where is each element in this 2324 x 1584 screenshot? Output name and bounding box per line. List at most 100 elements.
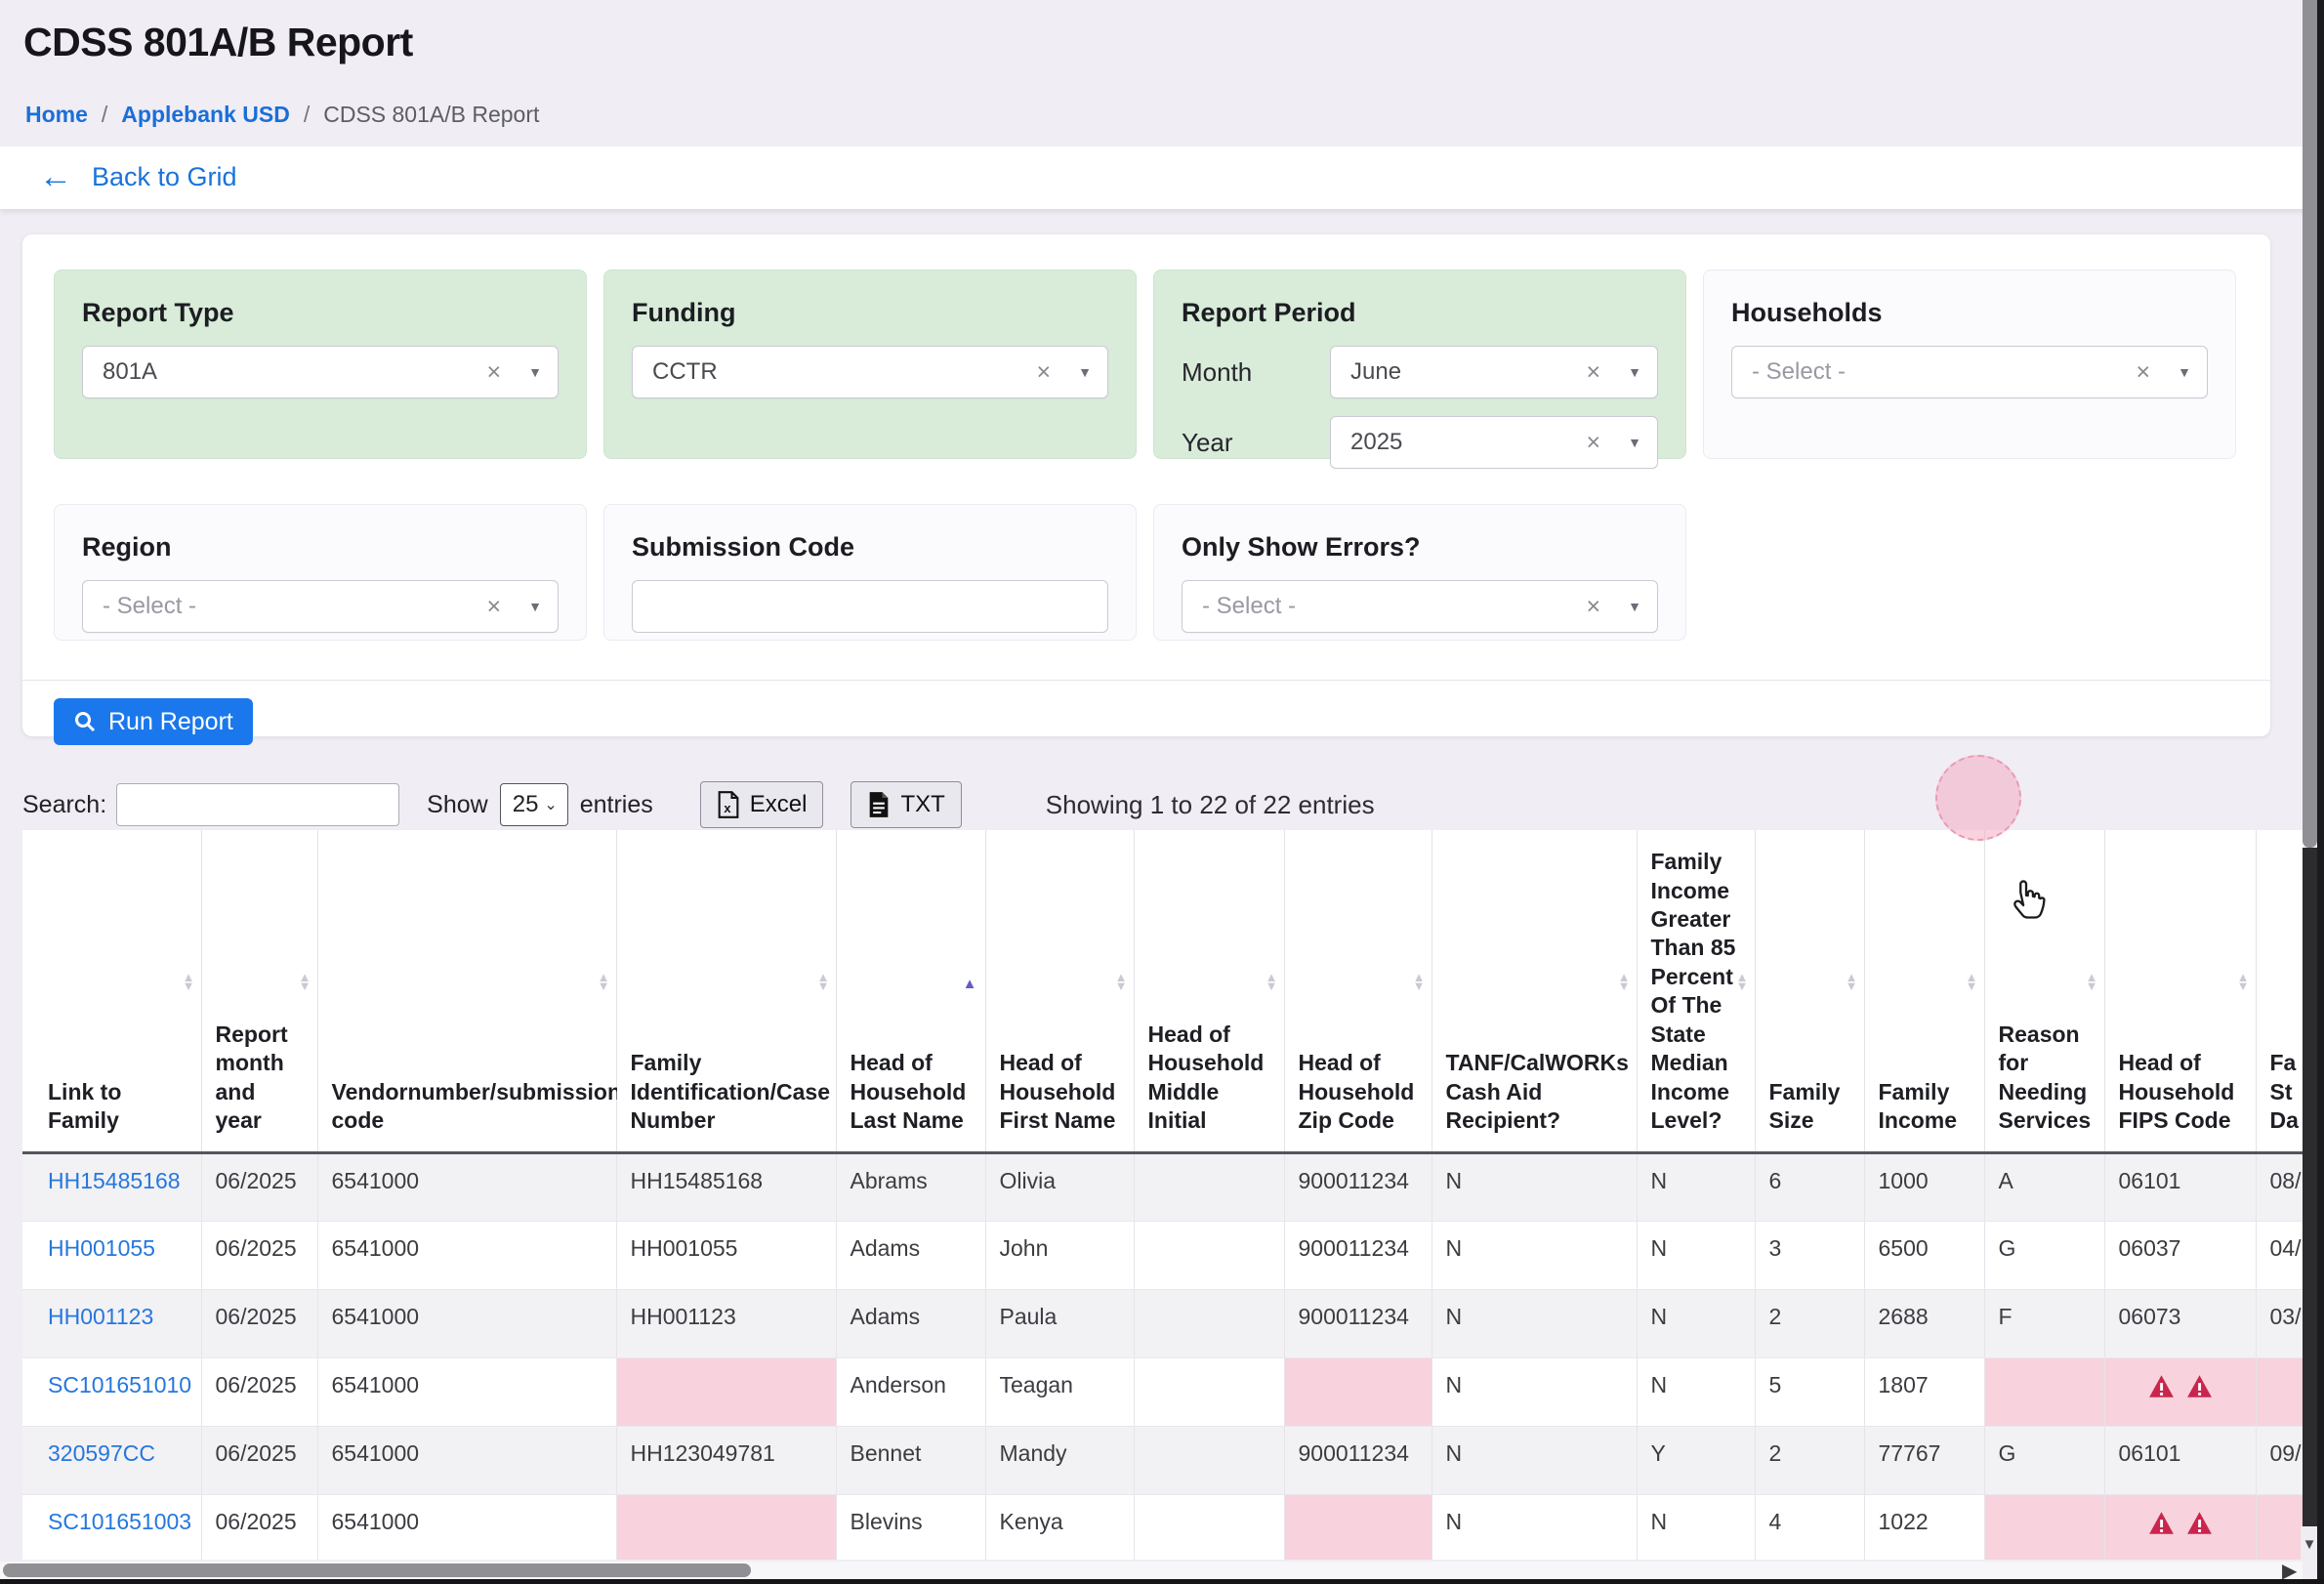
chevron-down-icon[interactable]: ▼ xyxy=(1078,364,1092,380)
sort-icons[interactable]: ▲ ▼ xyxy=(2236,970,2250,994)
sort-icons[interactable]: ▲ ▼ xyxy=(816,970,830,994)
cell-hoh-middle-initial xyxy=(1134,1357,1285,1427)
column-header-hoh-middle-initial[interactable]: Head of Household Middle Initial ▲ ▼ xyxy=(1134,830,1285,1154)
column-label: Head of Household Last Name xyxy=(850,1050,967,1134)
chevron-down-icon[interactable]: ▼ xyxy=(1628,435,1641,450)
sort-ascending-icon[interactable]: ▲ xyxy=(962,976,977,992)
clear-icon[interactable]: × xyxy=(1586,592,1601,620)
column-header-hoh-last-name[interactable]: Head of Household Last Name ▲ xyxy=(836,830,986,1154)
cell-report-month-year: 06/2025 xyxy=(201,1426,318,1495)
clear-icon[interactable]: × xyxy=(2136,357,2151,386)
column-header-family-start-date-truncated[interactable]: Fa St Da xyxy=(2256,830,2304,1154)
sort-icons[interactable]: ▲ ▼ xyxy=(1965,970,1978,994)
export-excel-button[interactable]: x Excel xyxy=(699,781,824,828)
run-report-button[interactable]: Run Report xyxy=(54,698,253,745)
clear-icon[interactable]: × xyxy=(486,357,502,386)
horizontal-scrollbar-thumb[interactable] xyxy=(3,1563,751,1577)
year-value: 2025 xyxy=(1350,429,1403,455)
chevron-down-icon[interactable]: ▼ xyxy=(1628,599,1641,614)
column-header-hoh-zip-code[interactable]: Head of Household Zip Code ▲ ▼ xyxy=(1284,830,1432,1154)
year-select[interactable]: 2025 × ▼ xyxy=(1330,416,1658,469)
funding-select[interactable]: CCTR × ▼ xyxy=(632,346,1108,398)
sort-icons[interactable]: ▲ ▼ xyxy=(298,970,311,994)
only-show-errors-card: Only Show Errors? - Select - × ▼ xyxy=(1153,504,1686,641)
sort-icons[interactable]: ▲ ▼ xyxy=(1412,970,1426,994)
family-link[interactable]: 320597CC xyxy=(48,1439,155,1466)
only-show-errors-select[interactable]: - Select - × ▼ xyxy=(1182,580,1658,633)
sort-icons[interactable]: ▲ ▼ xyxy=(1617,970,1631,994)
cell-report-month-year: 06/2025 xyxy=(201,1289,318,1358)
sort-icons[interactable]: ▲ ▼ xyxy=(597,970,610,994)
cell-income-gt-85: N xyxy=(1637,1221,1756,1290)
chevron-down-icon[interactable]: ▼ xyxy=(1628,364,1641,380)
vertical-scrollbar-thumb[interactable] xyxy=(2303,0,2317,848)
column-header-vendor-number[interactable]: Vendornumber/submission code ▲ ▼ xyxy=(317,830,621,1154)
clear-icon[interactable]: × xyxy=(1586,357,1601,386)
family-link[interactable]: SC101651010 xyxy=(48,1371,192,1397)
chevron-down-icon[interactable]: ▼ xyxy=(528,364,542,380)
submission-code-input[interactable] xyxy=(632,580,1108,633)
column-header-report-month-year[interactable]: Report month and year ▲ ▼ xyxy=(201,830,318,1154)
scroll-down-arrow-icon[interactable]: ▼ xyxy=(2301,1526,2318,1562)
cell-link-to-family: SC101651003 xyxy=(22,1494,202,1560)
column-header-hoh-first-name[interactable]: Head of Household First Name ▲ ▼ xyxy=(985,830,1135,1154)
column-header-tanf-calworks[interactable]: TANF/CalWORKs Cash Aid Recipient? ▲ ▼ xyxy=(1432,830,1638,1154)
sort-icons[interactable]: ▲ ▼ xyxy=(182,970,195,994)
scroll-right-arrow-icon[interactable]: ▶ xyxy=(2282,1561,2298,1582)
column-header-family-size[interactable]: Family Size ▲ ▼ xyxy=(1755,830,1865,1154)
family-link[interactable]: HH15485168 xyxy=(48,1167,181,1193)
cell-reason-needing-services xyxy=(1984,1494,2105,1560)
cell-income-gt-85: Y xyxy=(1637,1426,1756,1495)
cell-tanf-calworks: N xyxy=(1432,1152,1638,1222)
column-header-income-gt-85[interactable]: Family Income Greater Than 85 Percent Of… xyxy=(1637,830,1756,1154)
report-period-label: Report Period xyxy=(1182,298,1356,327)
column-header-family-income[interactable]: Family Income ▲ ▼ xyxy=(1864,830,1985,1154)
cell-family-id: HH15485168 xyxy=(616,1152,837,1222)
sort-icons[interactable]: ▲ ▼ xyxy=(1265,970,1278,994)
clear-icon[interactable]: × xyxy=(1036,357,1052,386)
breadcrumb-district-link[interactable]: Applebank USD xyxy=(121,102,290,127)
cell-family-start-date-truncated xyxy=(2256,1494,2304,1560)
chevron-down-icon[interactable]: ▼ xyxy=(528,599,542,614)
clear-icon[interactable]: × xyxy=(486,592,502,620)
column-header-link-to-family[interactable]: Link to Family ▲ ▼ xyxy=(22,830,202,1154)
export-txt-button[interactable]: TXT xyxy=(851,781,962,828)
sort-icons[interactable]: ▲ ▼ xyxy=(1735,970,1749,994)
chevron-down-icon: ⌄ xyxy=(544,797,558,813)
column-header-hoh-fips-code[interactable]: Head of Household FIPS Code ▲ ▼ xyxy=(2104,830,2257,1154)
cell-hoh-last-name: Blevins xyxy=(836,1494,986,1560)
sort-icons[interactable]: ▲ ▼ xyxy=(1845,970,1858,994)
back-to-grid-link[interactable]: ← Back to Grid xyxy=(39,160,237,193)
households-select[interactable]: - Select - × ▼ xyxy=(1731,346,2208,398)
column-label: Reason for Needing Services xyxy=(1998,1021,2092,1134)
filter-panel: Report Type 801A × ▼ Funding CCTR × ▼ Re… xyxy=(22,234,2270,745)
family-link[interactable]: SC101651003 xyxy=(48,1508,192,1534)
cell-family-start-date-truncated xyxy=(2256,1357,2304,1427)
column-header-family-id[interactable]: Family Identification/Case Number ▲ ▼ xyxy=(616,830,837,1154)
breadcrumb-home-link[interactable]: Home xyxy=(25,102,88,127)
cell-link-to-family: SC101651010 xyxy=(22,1357,202,1427)
sort-icons[interactable]: ▲ ▼ xyxy=(1114,970,1128,994)
sort-icons[interactable]: ▲ ▼ xyxy=(2085,970,2098,994)
chevron-down-icon[interactable]: ▼ xyxy=(2178,364,2191,380)
cell-hoh-middle-initial xyxy=(1134,1426,1285,1495)
clear-icon[interactable]: × xyxy=(1586,428,1601,456)
search-input[interactable] xyxy=(116,783,400,826)
search-icon xyxy=(75,712,96,732)
column-header-reason-needing-services[interactable]: Reason for Needing Services ▲ ▼ xyxy=(1984,830,2105,1154)
family-link[interactable]: HH001123 xyxy=(48,1303,154,1329)
report-type-select[interactable]: 801A × ▼ xyxy=(82,346,559,398)
cell-family-start-date-truncated: 04/ xyxy=(2256,1221,2304,1290)
month-select[interactable]: June × ▼ xyxy=(1330,346,1658,398)
breadcrumb: Home / Applebank USD / CDSS 801A/B Repor… xyxy=(25,102,539,128)
panel-divider xyxy=(22,680,2270,681)
cell-hoh-fips-code: 06101 xyxy=(2104,1426,2257,1495)
column-label: Fa St Da xyxy=(2269,1050,2299,1134)
page-size-select[interactable]: 25 ⌄ xyxy=(499,783,568,826)
warning-icons xyxy=(2148,1374,2213,1398)
region-select[interactable]: - Select - × ▼ xyxy=(82,580,559,633)
warning-icons xyxy=(2148,1511,2213,1535)
vertical-scrollbar-track[interactable] xyxy=(2303,848,2317,1526)
family-link[interactable]: HH001055 xyxy=(48,1234,155,1261)
